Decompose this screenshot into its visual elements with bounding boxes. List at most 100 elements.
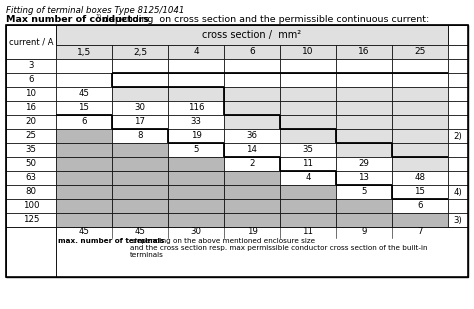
Bar bbox=[224, 129, 280, 143]
Bar bbox=[280, 101, 336, 115]
Bar bbox=[6, 143, 56, 157]
Text: 15: 15 bbox=[414, 188, 426, 197]
Bar bbox=[392, 87, 448, 101]
Bar bbox=[6, 101, 56, 115]
Bar bbox=[6, 115, 56, 129]
Bar bbox=[392, 171, 448, 185]
Bar bbox=[224, 59, 280, 73]
Bar bbox=[56, 129, 112, 143]
Bar bbox=[6, 87, 56, 101]
Bar bbox=[448, 185, 468, 199]
Bar bbox=[336, 87, 392, 101]
Bar bbox=[168, 185, 224, 199]
Bar bbox=[448, 129, 468, 143]
Text: 63: 63 bbox=[26, 173, 36, 183]
Text: 13: 13 bbox=[358, 173, 370, 183]
Bar bbox=[224, 45, 280, 59]
Bar bbox=[168, 101, 224, 115]
Bar bbox=[168, 143, 224, 157]
Bar bbox=[280, 45, 336, 59]
Bar bbox=[392, 199, 448, 213]
Bar bbox=[224, 115, 280, 129]
Bar bbox=[56, 59, 112, 73]
Text: 4: 4 bbox=[193, 48, 199, 57]
Bar bbox=[280, 73, 336, 87]
Bar bbox=[280, 129, 336, 143]
Bar bbox=[280, 185, 336, 199]
Text: max. number of terminals: max. number of terminals bbox=[58, 238, 164, 244]
Bar bbox=[6, 73, 56, 87]
Text: 6: 6 bbox=[417, 201, 423, 210]
Bar bbox=[336, 185, 392, 199]
Text: 9: 9 bbox=[361, 227, 367, 236]
Bar bbox=[392, 143, 448, 157]
Bar bbox=[224, 87, 280, 101]
Text: 2: 2 bbox=[249, 159, 255, 168]
Bar bbox=[448, 213, 468, 227]
Bar bbox=[336, 101, 392, 115]
Bar bbox=[336, 157, 392, 171]
Text: 48: 48 bbox=[414, 173, 426, 183]
Bar bbox=[224, 73, 280, 87]
Text: 3: 3 bbox=[28, 61, 34, 70]
Bar bbox=[280, 59, 336, 73]
Bar bbox=[6, 129, 56, 143]
Bar bbox=[392, 129, 448, 143]
Bar bbox=[336, 171, 392, 185]
Bar bbox=[336, 73, 392, 87]
Bar bbox=[392, 73, 448, 87]
Text: 33: 33 bbox=[191, 117, 201, 126]
Text: 5: 5 bbox=[361, 188, 367, 197]
Text: 45: 45 bbox=[135, 227, 146, 236]
Bar bbox=[6, 25, 468, 277]
Bar bbox=[112, 171, 168, 185]
Text: 116: 116 bbox=[188, 104, 204, 112]
Text: 20: 20 bbox=[26, 117, 36, 126]
Bar bbox=[392, 185, 448, 199]
Text: depending  on cross section and the permissible continuous current:: depending on cross section and the permi… bbox=[100, 15, 429, 24]
Bar bbox=[392, 213, 448, 227]
Text: 1): 1) bbox=[95, 14, 101, 19]
Text: 11: 11 bbox=[302, 227, 313, 236]
Bar bbox=[224, 185, 280, 199]
Bar bbox=[6, 25, 56, 59]
Bar bbox=[392, 59, 448, 73]
Bar bbox=[336, 143, 392, 157]
Text: 30: 30 bbox=[191, 227, 201, 236]
Bar bbox=[336, 115, 392, 129]
Bar bbox=[392, 101, 448, 115]
Bar bbox=[112, 185, 168, 199]
Text: 125: 125 bbox=[23, 215, 39, 225]
Text: 5: 5 bbox=[193, 146, 199, 154]
Bar bbox=[56, 101, 112, 115]
Text: current / A: current / A bbox=[9, 37, 53, 46]
Bar bbox=[280, 157, 336, 171]
Text: 36: 36 bbox=[246, 132, 257, 141]
Text: 35: 35 bbox=[302, 146, 313, 154]
Text: 4): 4) bbox=[454, 188, 462, 197]
Text: 45: 45 bbox=[79, 90, 90, 99]
Text: depending on the above mentioned enclosure size
and the cross section resp. max : depending on the above mentioned enclosu… bbox=[130, 238, 428, 258]
Bar bbox=[6, 171, 56, 185]
Text: 3): 3) bbox=[454, 215, 462, 225]
Bar bbox=[448, 171, 468, 185]
Text: 50: 50 bbox=[26, 159, 36, 168]
Text: 2,5: 2,5 bbox=[133, 48, 147, 57]
Bar bbox=[6, 185, 56, 199]
Text: 15: 15 bbox=[79, 104, 90, 112]
Bar bbox=[168, 199, 224, 213]
Bar bbox=[6, 157, 56, 171]
Bar bbox=[392, 115, 448, 129]
Text: cross section /  mm²: cross section / mm² bbox=[202, 30, 301, 40]
Text: Max number of conductors: Max number of conductors bbox=[6, 15, 149, 24]
Bar bbox=[112, 157, 168, 171]
Bar bbox=[168, 87, 224, 101]
Bar bbox=[224, 171, 280, 185]
Bar bbox=[336, 199, 392, 213]
Bar bbox=[448, 143, 468, 157]
Bar bbox=[448, 73, 468, 87]
Bar bbox=[168, 129, 224, 143]
Bar bbox=[56, 73, 112, 87]
Bar bbox=[112, 101, 168, 115]
Text: 16: 16 bbox=[26, 104, 36, 112]
